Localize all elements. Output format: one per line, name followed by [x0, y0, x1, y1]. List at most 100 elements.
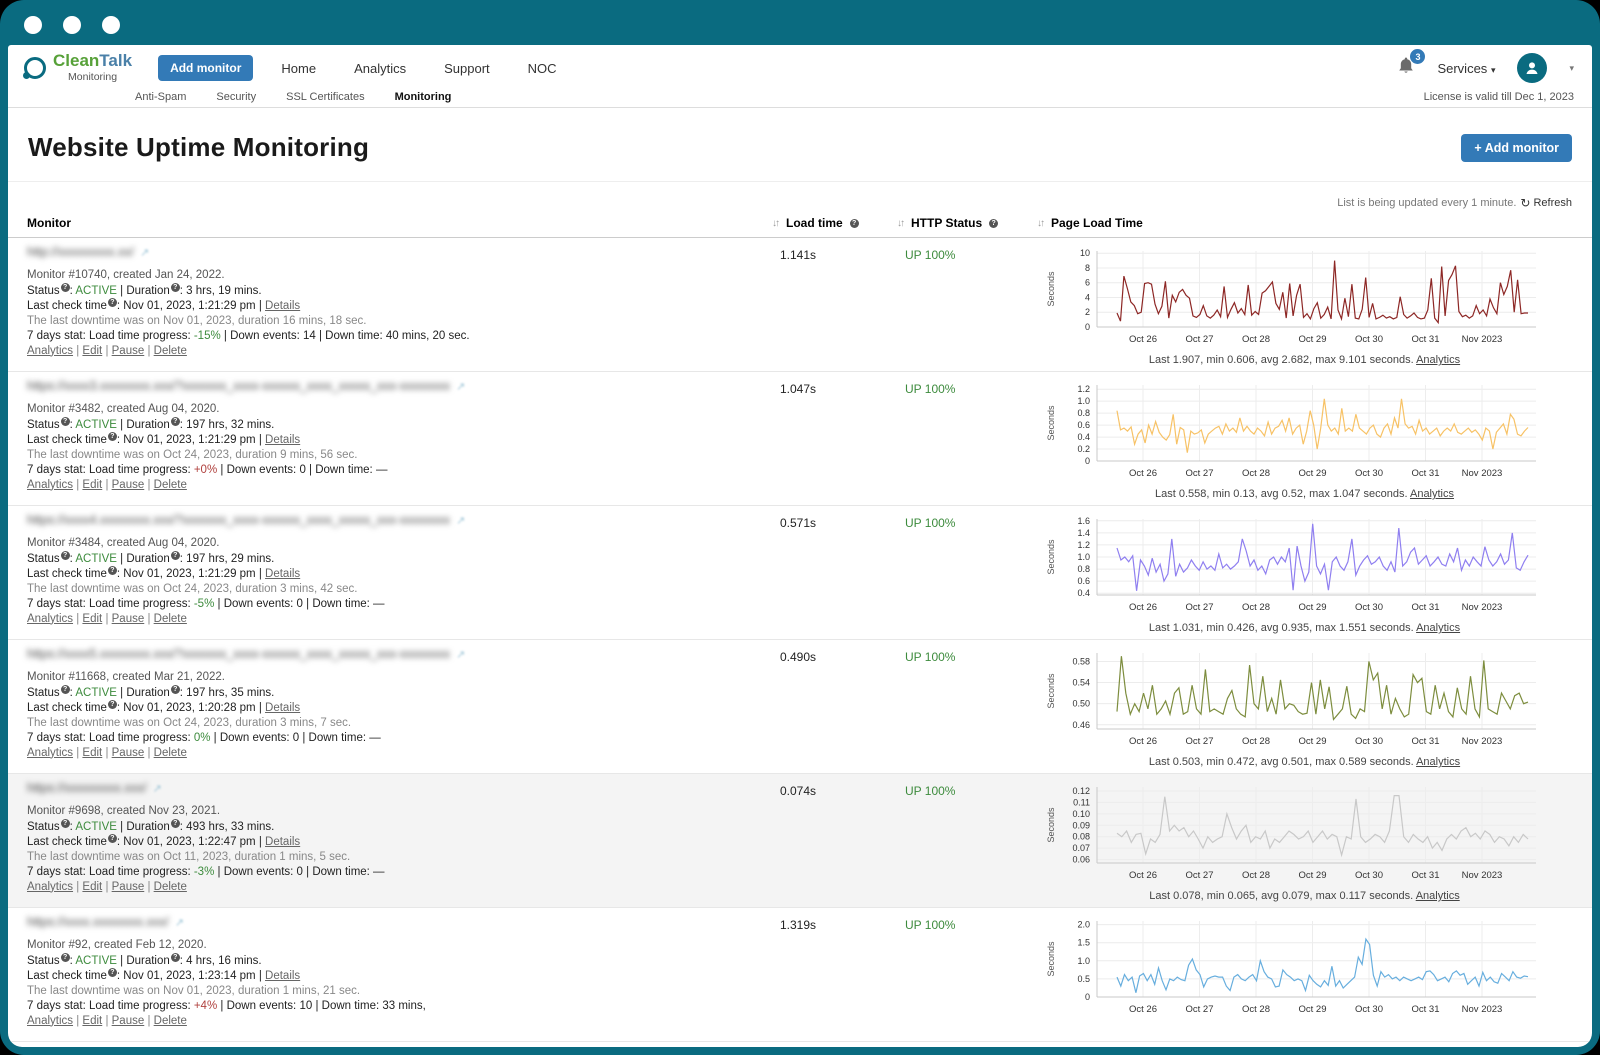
add-monitor-button-header[interactable]: Add monitor: [158, 55, 253, 81]
external-link-icon[interactable]: ↗: [140, 246, 149, 259]
nav-item-support[interactable]: Support: [444, 61, 490, 76]
delete-link[interactable]: Delete: [154, 613, 187, 625]
info-icon[interactable]: ?: [108, 432, 117, 441]
svg-text:Seconds: Seconds: [1046, 941, 1056, 977]
info-icon[interactable]: ?: [108, 834, 117, 843]
details-link[interactable]: Details: [265, 568, 300, 580]
monitor-url-link[interactable]: https://xxxx4.xxxxxxxx.xxx/?xxxxxxx_xxxx…: [27, 513, 450, 527]
info-icon[interactable]: ?: [171, 685, 180, 694]
info-icon[interactable]: ?: [108, 566, 117, 575]
delete-link[interactable]: Delete: [154, 1015, 187, 1027]
cleantalk-logo[interactable]: CleanTalk Monitoring: [24, 53, 132, 83]
edit-link[interactable]: Edit: [82, 613, 102, 625]
svg-text:4: 4: [1085, 292, 1090, 302]
page-load-chart-cell: 0.40.60.81.01.21.41.6Oct 26Oct 27Oct 28O…: [1037, 513, 1572, 639]
details-link[interactable]: Details: [265, 434, 300, 446]
status-label: Status: [27, 687, 60, 699]
services-menu[interactable]: Services ▾: [1437, 61, 1495, 76]
pause-link[interactable]: Pause: [112, 479, 145, 491]
add-monitor-button-page[interactable]: + Add monitor: [1461, 134, 1572, 162]
info-icon[interactable]: ?: [61, 551, 70, 560]
delete-link[interactable]: Delete: [154, 345, 187, 357]
window-maximize-dot[interactable]: [102, 16, 120, 34]
subnav-item-monitoring[interactable]: Monitoring: [395, 91, 452, 103]
edit-link[interactable]: Edit: [82, 479, 102, 491]
monitor-url-link[interactable]: https://xxxx.xxxxxxxx.xxx/: [27, 915, 169, 929]
info-icon[interactable]: ?: [61, 417, 70, 426]
monitor-url-link[interactable]: https://xxxx3.xxxxxxxx.xxx/?xxxxxxx_xxxx…: [27, 379, 450, 393]
info-icon[interactable]: ?: [850, 219, 859, 228]
refresh-link[interactable]: ↻Refresh: [1520, 196, 1572, 210]
notification-badge: 3: [1410, 49, 1425, 64]
chart-analytics-link[interactable]: Analytics: [1416, 622, 1460, 634]
info-icon[interactable]: ?: [61, 685, 70, 694]
monitor-status-line: Status?: ACTIVE | Duration?: 197 hrs, 35…: [27, 685, 752, 701]
chart-analytics-link[interactable]: Analytics: [1416, 354, 1460, 366]
notifications-bell[interactable]: 3: [1397, 56, 1415, 80]
external-link-icon[interactable]: ↗: [456, 648, 465, 661]
sort-load-time-icon[interactable]: ↓↑: [772, 218, 780, 229]
chart-analytics-link[interactable]: Analytics: [1416, 890, 1460, 902]
details-link[interactable]: Details: [265, 836, 300, 848]
details-link[interactable]: Details: [265, 970, 300, 982]
monitor-url-link[interactable]: https://xxxx5.xxxxxxxx.xxx/?xxxxxxx_xxxx…: [27, 647, 450, 661]
pause-link[interactable]: Pause: [112, 1015, 145, 1027]
svg-text:0.6: 0.6: [1077, 420, 1090, 430]
delete-link[interactable]: Delete: [154, 747, 187, 759]
subnav-item-ssl-certificates[interactable]: SSL Certificates: [286, 91, 364, 103]
subnav-item-anti-spam[interactable]: Anti-Spam: [135, 91, 186, 103]
analytics-link[interactable]: Analytics: [27, 881, 73, 893]
window-minimize-dot[interactable]: [63, 16, 81, 34]
edit-link[interactable]: Edit: [82, 1015, 102, 1027]
analytics-link[interactable]: Analytics: [27, 479, 73, 491]
info-icon[interactable]: ?: [989, 219, 998, 228]
info-icon[interactable]: ?: [108, 700, 117, 709]
info-icon[interactable]: ?: [171, 417, 180, 426]
analytics-link[interactable]: Analytics: [27, 747, 73, 759]
external-link-icon[interactable]: ↗: [456, 380, 465, 393]
load-time-progress: -3%: [194, 866, 214, 878]
window-close-dot[interactable]: [24, 16, 42, 34]
analytics-link[interactable]: Analytics: [27, 613, 73, 625]
chart-analytics-link[interactable]: Analytics: [1416, 756, 1460, 768]
monitor-url-link[interactable]: http://xxxxxxxxx.xx/: [27, 245, 134, 259]
nav-item-noc[interactable]: NOC: [528, 61, 557, 76]
subnav-item-security[interactable]: Security: [216, 91, 256, 103]
sort-http-status-icon[interactable]: ↓↑: [897, 218, 905, 229]
external-link-icon[interactable]: ↗: [175, 916, 184, 929]
nav-item-analytics[interactable]: Analytics: [354, 61, 406, 76]
info-icon[interactable]: ?: [61, 953, 70, 962]
delete-link[interactable]: Delete: [154, 479, 187, 491]
pause-link[interactable]: Pause: [112, 345, 145, 357]
info-icon[interactable]: ?: [171, 819, 180, 828]
edit-link[interactable]: Edit: [82, 345, 102, 357]
external-link-icon[interactable]: ↗: [456, 514, 465, 527]
monitor-url-link[interactable]: https://xxxxxxxxx.xxx/: [27, 781, 146, 795]
delete-link[interactable]: Delete: [154, 881, 187, 893]
pause-link[interactable]: Pause: [112, 881, 145, 893]
analytics-link[interactable]: Analytics: [27, 345, 73, 357]
external-link-icon[interactable]: ↗: [152, 782, 161, 795]
info-icon[interactable]: ?: [108, 968, 117, 977]
pause-link[interactable]: Pause: [112, 747, 145, 759]
license-status: License is valid till Dec 1, 2023: [1424, 91, 1574, 103]
info-icon[interactable]: ?: [171, 953, 180, 962]
monitor-cell: https://xxxx3.xxxxxxxx.xxx/?xxxxxxx_xxxx…: [27, 379, 772, 505]
nav-item-home[interactable]: Home: [281, 61, 316, 76]
pause-link[interactable]: Pause: [112, 613, 145, 625]
analytics-link[interactable]: Analytics: [27, 1015, 73, 1027]
avatar-chevron-down-icon[interactable]: ▾: [1569, 63, 1574, 74]
details-link[interactable]: Details: [265, 300, 300, 312]
svg-text:Seconds: Seconds: [1046, 405, 1056, 441]
info-icon[interactable]: ?: [171, 551, 180, 560]
info-icon[interactable]: ?: [61, 819, 70, 828]
sort-page-load-icon[interactable]: ↓↑: [1037, 218, 1045, 229]
user-avatar[interactable]: [1517, 53, 1547, 83]
edit-link[interactable]: Edit: [82, 747, 102, 759]
info-icon[interactable]: ?: [171, 283, 180, 292]
chart-analytics-link[interactable]: Analytics: [1410, 488, 1454, 500]
info-icon[interactable]: ?: [61, 283, 70, 292]
details-link[interactable]: Details: [265, 702, 300, 714]
info-icon[interactable]: ?: [108, 298, 117, 307]
edit-link[interactable]: Edit: [82, 881, 102, 893]
